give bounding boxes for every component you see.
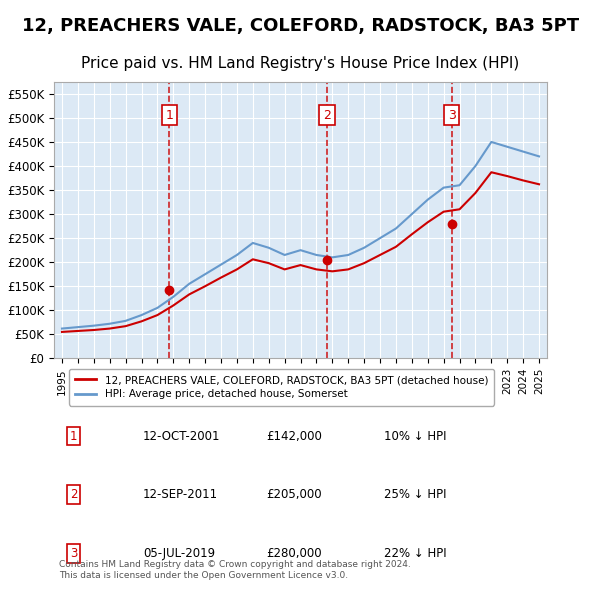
Legend: 12, PREACHERS VALE, COLEFORD, RADSTOCK, BA3 5PT (detached house), HPI: Average p: 12, PREACHERS VALE, COLEFORD, RADSTOCK, …: [69, 369, 494, 405]
Text: 12-SEP-2011: 12-SEP-2011: [143, 489, 218, 502]
Text: 1: 1: [166, 109, 173, 122]
Text: 12-OCT-2001: 12-OCT-2001: [143, 430, 220, 442]
Text: 10% ↓ HPI: 10% ↓ HPI: [385, 430, 447, 442]
Text: 12, PREACHERS VALE, COLEFORD, RADSTOCK, BA3 5PT: 12, PREACHERS VALE, COLEFORD, RADSTOCK, …: [22, 17, 579, 35]
Text: £142,000: £142,000: [266, 430, 322, 442]
Text: 2: 2: [70, 489, 77, 502]
Text: 1: 1: [70, 430, 77, 442]
Text: Contains HM Land Registry data © Crown copyright and database right 2024.
This d: Contains HM Land Registry data © Crown c…: [59, 560, 411, 580]
Text: 3: 3: [448, 109, 455, 122]
Text: Price paid vs. HM Land Registry's House Price Index (HPI): Price paid vs. HM Land Registry's House …: [82, 55, 520, 71]
Text: £205,000: £205,000: [266, 489, 322, 502]
Text: £280,000: £280,000: [266, 547, 322, 560]
Text: 05-JUL-2019: 05-JUL-2019: [143, 547, 215, 560]
Text: 25% ↓ HPI: 25% ↓ HPI: [385, 489, 447, 502]
Text: 2: 2: [323, 109, 331, 122]
Text: 22% ↓ HPI: 22% ↓ HPI: [385, 547, 447, 560]
Text: 3: 3: [70, 547, 77, 560]
